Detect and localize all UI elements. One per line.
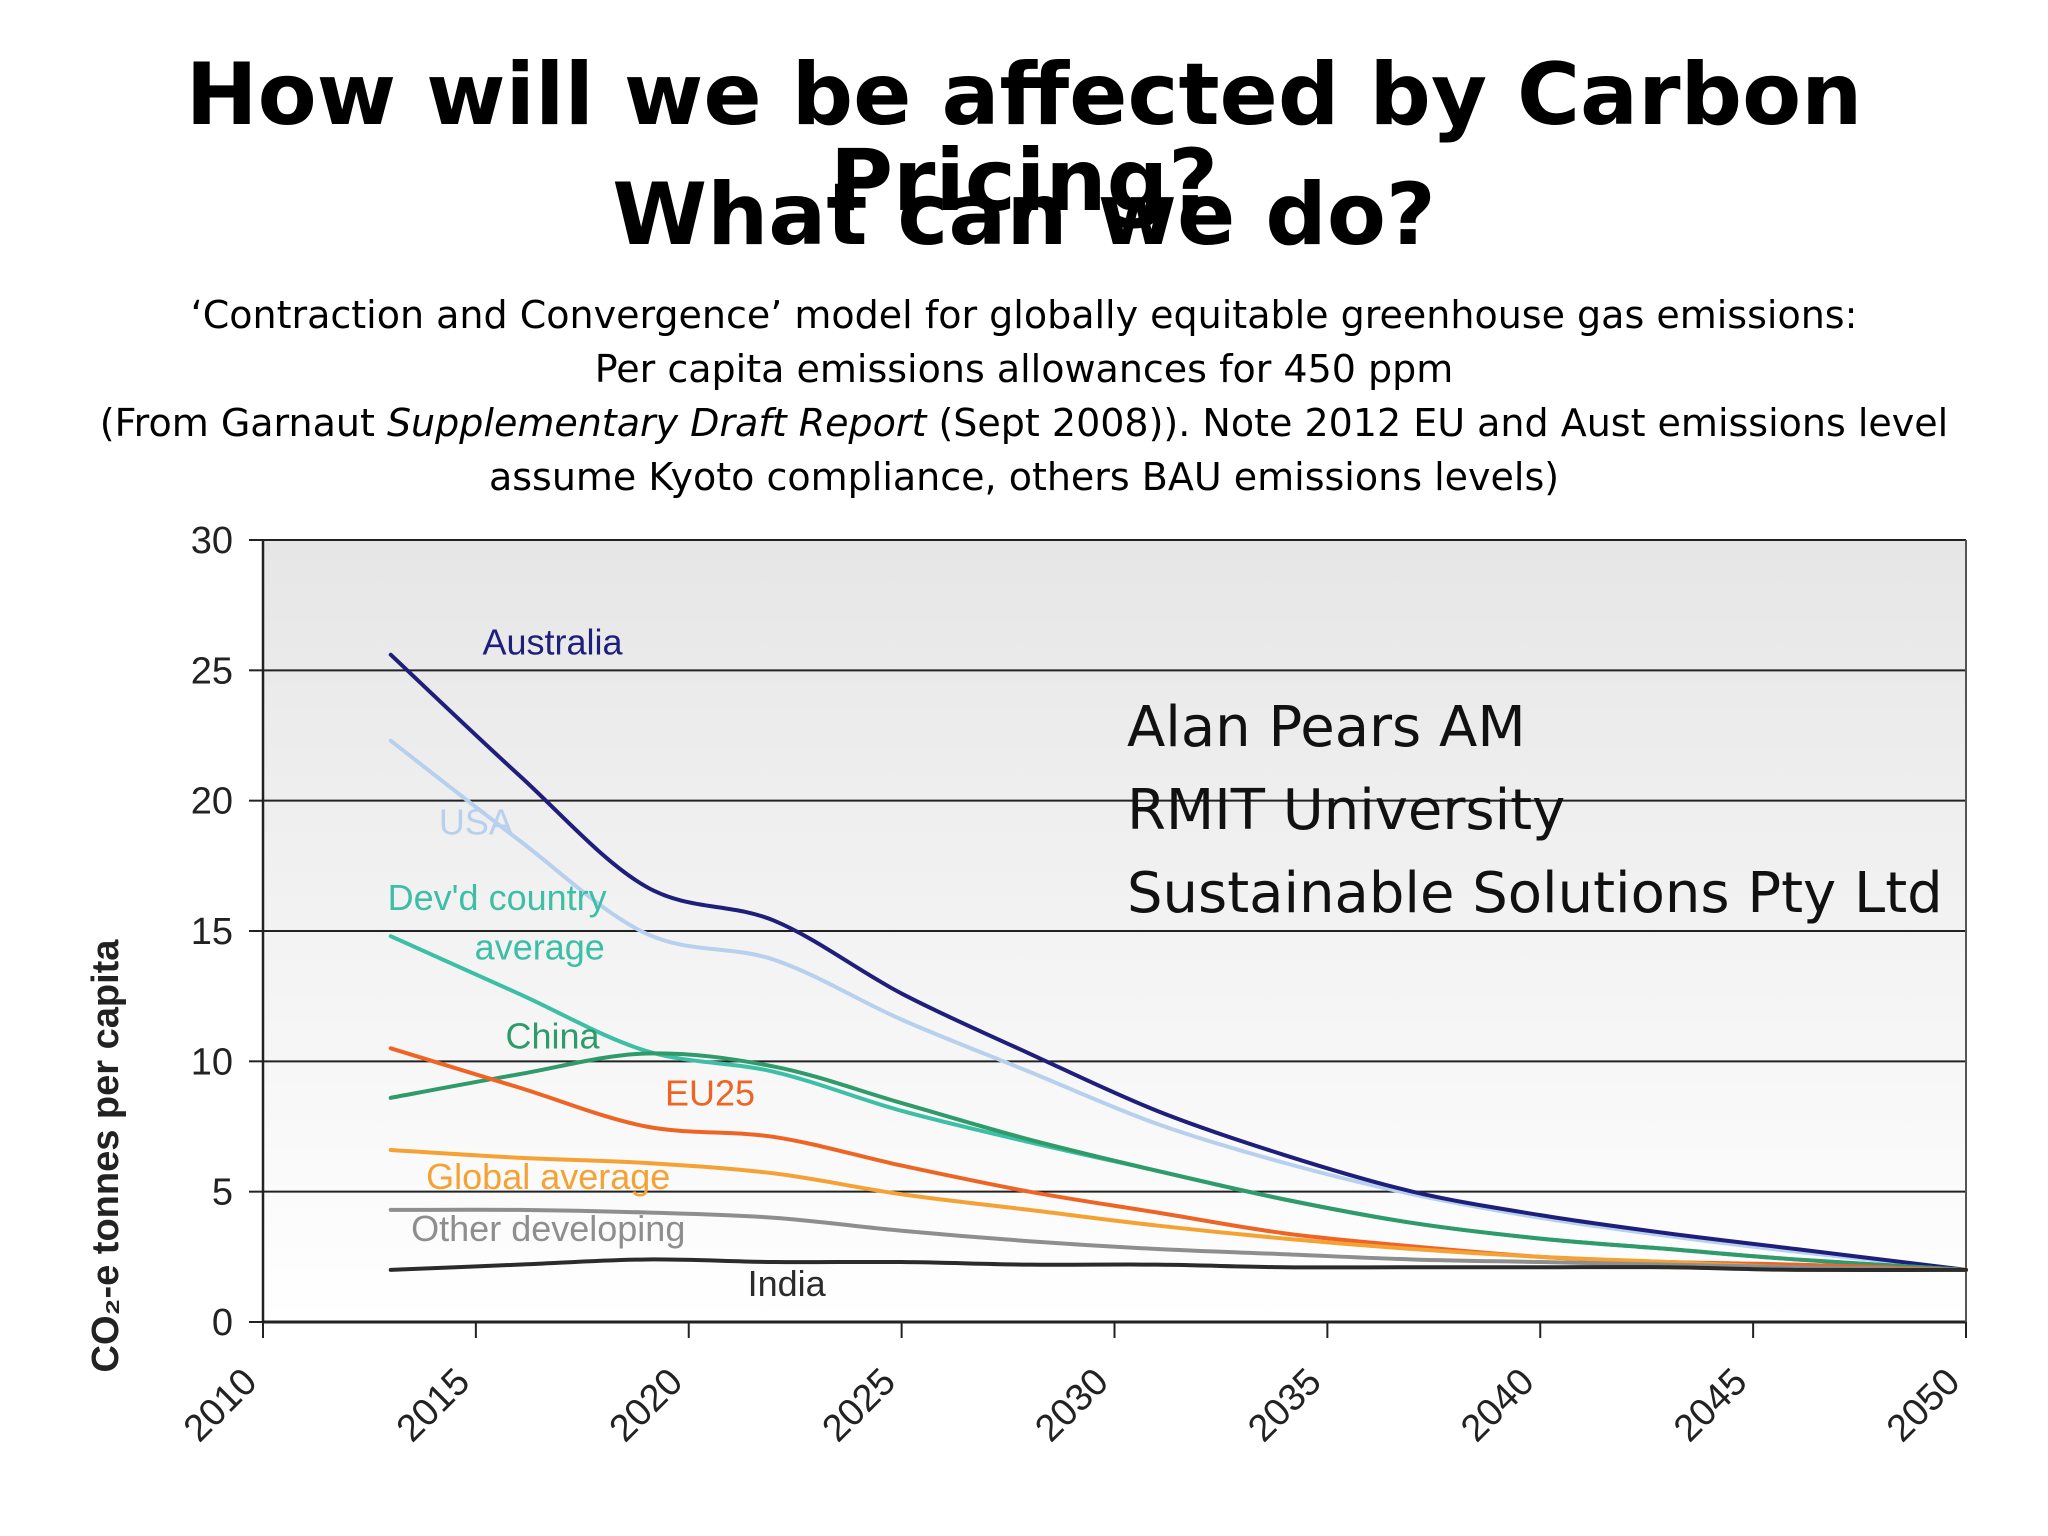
subtitle-line4: assume Kyoto compliance, others BAU emis… (488, 455, 1560, 499)
series-line-india (388, 1257, 1968, 1273)
y-tick-label-30: 30 (191, 520, 233, 562)
y-tick-label-20: 20 (191, 781, 233, 823)
series-line-australia (388, 652, 1968, 1272)
series-line-global (388, 1147, 1968, 1272)
subtitle-line1: ‘Contraction and Convergence’ model for … (190, 293, 1858, 337)
x-tick-label-2050: 2050 (1879, 1361, 1968, 1450)
x-tick-label-2035: 2035 (1240, 1361, 1329, 1450)
y-tick-label-10: 10 (191, 1041, 233, 1083)
y-tick-label-5: 5 (212, 1172, 233, 1214)
series-label-other: Other developing (411, 1208, 685, 1249)
series-label-eu25: EU25 (665, 1073, 755, 1114)
subtitle-line3: (From Garnaut Supplementary Draft Report… (80, 396, 1968, 450)
x-tick-label-2025: 2025 (815, 1361, 904, 1450)
subtitle-line2: Per capita emissions allowances for 450 … (594, 347, 1454, 391)
x-tick-label-2045: 2045 (1666, 1361, 1755, 1450)
subtitle-line3-prefix: (From Garnaut (99, 401, 387, 445)
credit-company: Sustainable Solutions Pty Ltd (1127, 861, 1943, 926)
y-tick-label-15: 15 (191, 911, 233, 953)
x-tick-label-2015: 2015 (389, 1361, 478, 1450)
x-tick-label-2020: 2020 (602, 1361, 691, 1450)
axes (249, 539, 1967, 1338)
subtitle-line3-suffix: (Sept 2008)). Note 2012 EU and Aust emis… (926, 401, 1949, 445)
series-line-usa (388, 738, 1968, 1272)
slide-title-line1: How will we be affected by Carbon Pricin… (185, 45, 1863, 231)
y-tick-label-25: 25 (191, 650, 233, 692)
series-label-devd: Dev'd country (388, 877, 607, 918)
series-line-other (388, 1207, 1968, 1272)
series-label-australia: Australia (482, 622, 623, 663)
x-tick-label-2030: 2030 (1027, 1361, 1116, 1450)
slide-title-line2: What can we do? (612, 165, 1436, 265)
x-tick-label-2010: 2010 (176, 1361, 265, 1450)
series-label-devd-2: average (475, 927, 605, 968)
series-label-usa: USA (439, 802, 513, 843)
series-label-china: China (505, 1015, 600, 1056)
x-tick-label-2040: 2040 (1453, 1361, 1542, 1450)
series-labels: Australia USA Dev'd country average China EU2… (388, 622, 827, 1304)
y-axis-label: CO₂-e tonnes per capita (85, 939, 127, 1373)
series-label-global: Global average (426, 1156, 670, 1197)
series-label-india: India (748, 1263, 827, 1304)
credit-affiliation: RMIT University (1127, 778, 1565, 843)
credit-name: Alan Pears AM (1127, 695, 1526, 760)
series-lines (388, 652, 1968, 1273)
subtitle-report-title: Supplementary Draft Report (386, 401, 927, 445)
slide-subtitle: ‘Contraction and Convergence’ model for … (80, 288, 1968, 504)
series-line-china (388, 1051, 1968, 1272)
y-tick-label-0: 0 (212, 1302, 233, 1344)
emissions-chart: 0 5 10 15 20 25 30 2010 2015 2020 2025 2030 2035 2040… (0, 500, 2048, 1536)
